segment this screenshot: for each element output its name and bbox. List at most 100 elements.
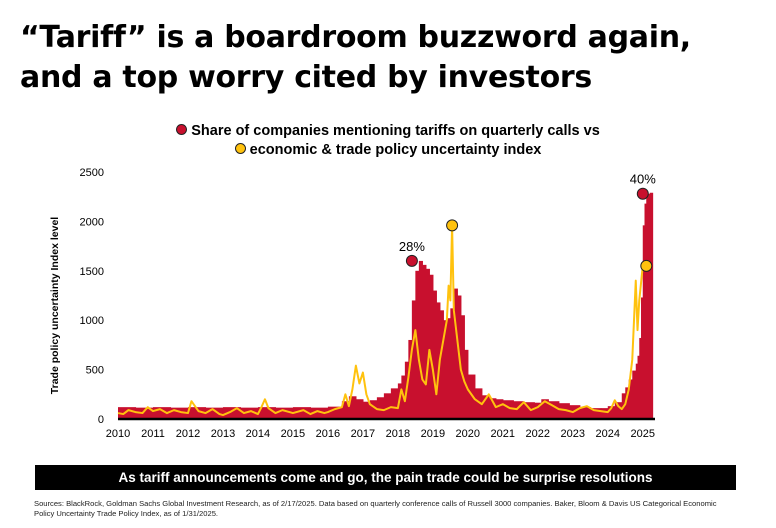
tariff-share-bar xyxy=(205,407,224,419)
x-tick-label: 2023 xyxy=(561,428,585,440)
tariff-share-bar xyxy=(460,315,465,419)
tariff-share-bar xyxy=(257,407,277,419)
tariff-share-bar xyxy=(632,370,637,419)
tariff-share-bar xyxy=(436,302,441,419)
tariff-share-bar xyxy=(118,407,137,419)
tariff-share-bar xyxy=(439,310,444,419)
x-tick-label: 2011 xyxy=(141,428,165,440)
x-tick-label: 2021 xyxy=(491,428,515,440)
tariff-share-bar xyxy=(644,203,647,419)
tariff-share-bar xyxy=(641,297,644,419)
legend-red-dot-icon xyxy=(176,124,188,135)
tariff-share-bar xyxy=(408,339,413,419)
tariff-share-bar xyxy=(614,402,623,419)
tariff-share-bar xyxy=(429,274,434,419)
tariff-share-bar xyxy=(348,396,357,419)
tariff-share-bar xyxy=(558,403,570,419)
peak-marker-red xyxy=(636,187,649,200)
tariff-share-bar xyxy=(642,225,646,419)
x-tick-label: 2013 xyxy=(211,428,235,440)
tariff-share-bar xyxy=(425,268,430,419)
tariff-share-bar xyxy=(600,408,609,419)
tariff-share-bar xyxy=(467,374,476,419)
tariff-share-bar xyxy=(628,379,633,419)
x-tick-label: 2020 xyxy=(456,428,480,440)
tariff-share-bar xyxy=(446,318,451,419)
tariff-share-bar xyxy=(341,401,350,419)
tariff-share-bar xyxy=(502,400,514,419)
tariff-share-bar xyxy=(450,308,455,419)
tariff-share-bar xyxy=(222,407,242,419)
tariff-share-bar xyxy=(637,355,640,419)
peak-marker-red xyxy=(405,254,418,267)
y-tick-label: 2500 xyxy=(80,167,104,179)
x-tick-label: 2022 xyxy=(526,428,550,440)
tariff-share-bar xyxy=(534,402,542,419)
peak-marker-yellow xyxy=(446,219,459,232)
y-tick-label: 0 xyxy=(98,414,104,426)
y-axis-ticks: 0 500 1000 1500 2000 2500 xyxy=(80,167,104,426)
y-tick-label: 1000 xyxy=(80,315,104,327)
tariff-share-bar xyxy=(474,388,483,419)
tariff-share-bar xyxy=(187,407,207,419)
tariff-share-bar xyxy=(152,407,172,419)
tariff-share-bar xyxy=(362,401,371,419)
tariff-share-bar xyxy=(635,363,639,419)
x-tick-label: 2015 xyxy=(281,428,305,440)
tariff-share-bar xyxy=(481,395,490,419)
chart-title-line-1: “Tariff” is a boardroom buzzword again, xyxy=(20,20,691,55)
annotations: 28% 40% xyxy=(399,172,656,272)
tariff-share-bar xyxy=(639,337,642,419)
tariff-share-bar xyxy=(376,397,385,419)
peak-annotation-label: 40% xyxy=(630,172,656,187)
x-tick-label: 2019 xyxy=(421,428,445,440)
tariff-share-bar xyxy=(275,407,294,419)
bar-series xyxy=(118,192,654,419)
tariff-share-bar xyxy=(310,407,329,419)
chart-title-line-2: and a top worry cited by investors xyxy=(20,60,592,95)
tariff-share-bar xyxy=(541,399,549,419)
x-tick-label: 2018 xyxy=(386,428,410,440)
tariff-share-bar xyxy=(383,393,392,419)
y-tick-label: 2000 xyxy=(80,216,104,228)
tariff-share-bar xyxy=(390,388,399,419)
tariff-share-bar xyxy=(369,400,378,419)
tariff-share-bar xyxy=(422,264,427,419)
y-axis-label: Trade policy uncertainty Index level xyxy=(49,217,61,394)
x-tick-label: 2014 xyxy=(246,428,270,440)
legend-label-tariff-share: Share of companies mentioning tariffs on… xyxy=(191,123,600,139)
tariff-share-bar xyxy=(355,399,364,419)
footer-banner: As tariff announcements come and go, the… xyxy=(35,465,736,490)
chart-legend: Share of companies mentioning tariffs on… xyxy=(0,122,776,160)
legend-item-uncertainty-index: economic & trade policy uncertainty inde… xyxy=(0,141,776,160)
tariff-share-bar xyxy=(411,300,416,419)
tariff-share-bar xyxy=(292,407,312,419)
tariff-share-bar xyxy=(590,408,602,419)
y-tick-label: 1500 xyxy=(80,266,104,278)
peak-annotation-label: 28% xyxy=(399,239,425,254)
tariff-share-bar xyxy=(432,290,437,419)
chart-title: “Tariff” is a boardroom buzzword again, … xyxy=(20,18,760,98)
tariff-share-bar xyxy=(418,260,423,419)
tariff-share-bar xyxy=(607,406,616,419)
x-tick-label: 2012 xyxy=(176,428,200,440)
x-tick-label: 2010 xyxy=(106,428,130,440)
source-note: Sources: BlackRock, Goldman Sachs Global… xyxy=(34,499,717,518)
tariff-share-bar xyxy=(649,192,654,419)
x-tick-label: 2024 xyxy=(596,428,620,440)
tariff-share-bar xyxy=(646,193,651,419)
tariff-share-bar xyxy=(170,407,189,419)
y-tick-label: 500 xyxy=(86,365,104,377)
chart-plot: 0 500 1000 1500 2000 2500 2010 2011 2012 2013 201… xyxy=(49,167,656,440)
peak-marker-yellow xyxy=(640,259,653,272)
tariff-share-bar xyxy=(240,407,259,419)
uncertainty-index-line xyxy=(117,224,647,417)
x-tick-label: 2025 xyxy=(631,428,655,440)
tariff-share-bar xyxy=(495,399,504,419)
tariff-share-bar xyxy=(548,401,560,419)
tariff-share-bar xyxy=(523,402,535,419)
tariff-share-bar xyxy=(453,288,458,419)
tariff-share-bar xyxy=(579,407,591,419)
x-tick-label: 2016 xyxy=(316,428,340,440)
legend-item-tariff-share: Share of companies mentioning tariffs on… xyxy=(0,122,776,141)
